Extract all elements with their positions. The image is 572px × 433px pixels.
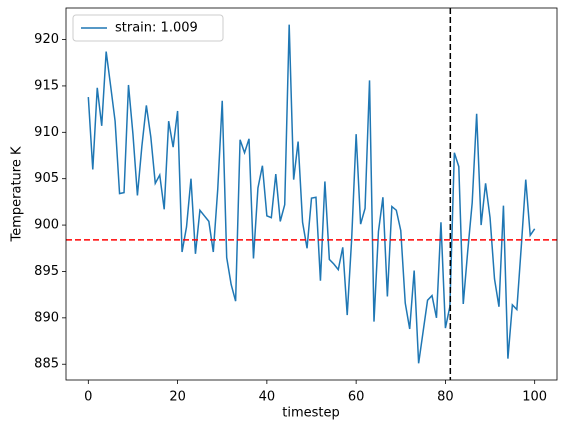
y-tick-label: 920 bbox=[34, 32, 59, 47]
y-tick-label: 905 bbox=[34, 171, 59, 186]
legend-box bbox=[72, 14, 224, 42]
data-line bbox=[87, 24, 536, 364]
y-tick-label: 890 bbox=[34, 310, 59, 325]
x-tick-label: 100 bbox=[522, 390, 547, 405]
plot-frame bbox=[65, 7, 558, 381]
y-tick-label: 910 bbox=[34, 125, 59, 140]
x-tick-label: 60 bbox=[348, 390, 365, 405]
legend-label: strain: 1.009 bbox=[115, 21, 198, 36]
y-axis-label: Temperature K bbox=[10, 146, 25, 242]
x-tick-label: 20 bbox=[169, 390, 186, 405]
y-tick-label: 915 bbox=[34, 78, 59, 93]
y-tick-label: 885 bbox=[34, 357, 59, 372]
y-tick-label: 895 bbox=[34, 264, 59, 279]
x-tick-label: 0 bbox=[84, 390, 92, 405]
x-axis-label: timestep bbox=[282, 406, 340, 421]
x-tick-label: 40 bbox=[259, 390, 276, 405]
y-tick-label: 900 bbox=[34, 218, 59, 233]
x-tick-label: 80 bbox=[437, 390, 454, 405]
